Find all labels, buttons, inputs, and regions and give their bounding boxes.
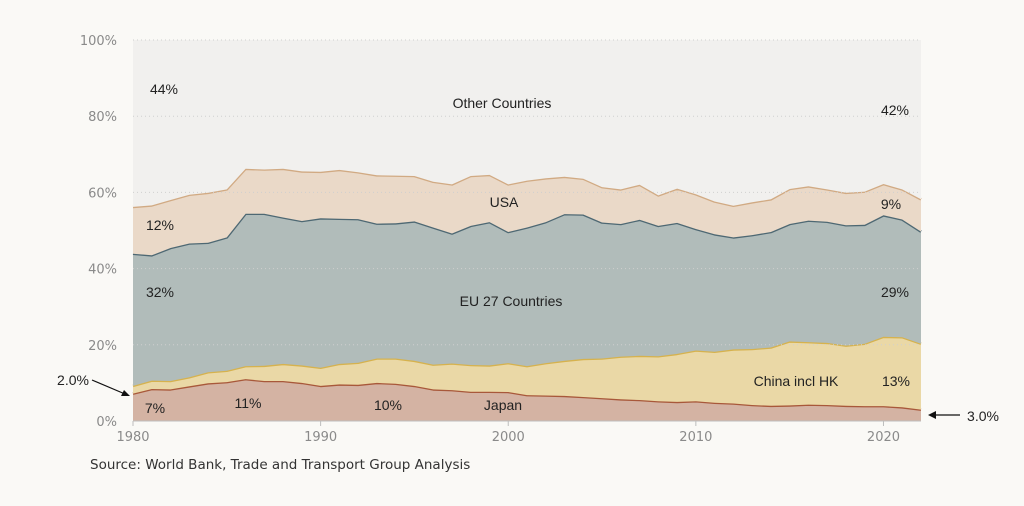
value-china-2020: 13% (882, 373, 910, 389)
value-eu-1980: 32% (146, 284, 174, 300)
value-japan-1986: 11% (235, 395, 262, 411)
callout-start-value: 2.0% (57, 372, 89, 388)
x-tick-label: 2000 (492, 430, 525, 445)
value-japan-1993: 10% (374, 397, 402, 413)
label-usa: USA (490, 194, 519, 210)
value-japan-1980: 7% (145, 400, 165, 416)
area-other-countries (133, 40, 921, 207)
y-axis-ticks: 0% 20% 40% 60% 80% 100% (80, 34, 117, 430)
value-usa-2020: 9% (881, 196, 901, 212)
callout-arrow-start (91, 379, 130, 396)
label-china: China incl HK (754, 373, 839, 389)
label-eu-27: EU 27 Countries (460, 293, 563, 309)
series-labels: Other Countries USA EU 27 Countries China i… (57, 81, 999, 424)
callout-arrow-end (928, 411, 960, 419)
y-tick-label: 40% (88, 263, 117, 278)
value-usa-1980: 12% (146, 217, 174, 233)
x-tick-label: 2020 (867, 430, 900, 445)
x-tick-label: 1990 (304, 430, 337, 445)
y-tick-label: 0% (96, 415, 117, 430)
callout-end-value: 3.0% (967, 408, 999, 424)
label-other-countries: Other Countries (453, 95, 552, 111)
value-other-2020: 42% (881, 102, 909, 118)
area-usa (133, 168, 921, 256)
area-china-incl-hk (133, 336, 921, 410)
y-tick-label: 60% (88, 186, 117, 201)
area-layers (132, 40, 922, 421)
area-eu-27-countries (133, 213, 921, 386)
x-tick-label: 1980 (116, 430, 149, 445)
source-note: Source: World Bank, Trade and Transport … (90, 457, 471, 473)
y-tick-label: 20% (88, 339, 117, 354)
value-other-1980: 44% (150, 81, 178, 97)
y-tick-label: 100% (80, 34, 117, 49)
value-eu-2020: 29% (881, 284, 909, 300)
y-tick-label: 80% (88, 110, 117, 125)
label-japan: Japan (484, 397, 522, 413)
gridlines (133, 39, 921, 346)
x-tick-label: 2010 (679, 430, 712, 445)
area-japan (133, 379, 921, 421)
x-axis-ticks: 1980 1990 2000 2010 2020 (116, 421, 900, 445)
